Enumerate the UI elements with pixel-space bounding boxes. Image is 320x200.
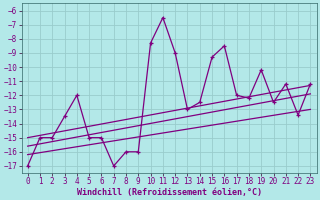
X-axis label: Windchill (Refroidissement éolien,°C): Windchill (Refroidissement éolien,°C) [76, 188, 261, 197]
